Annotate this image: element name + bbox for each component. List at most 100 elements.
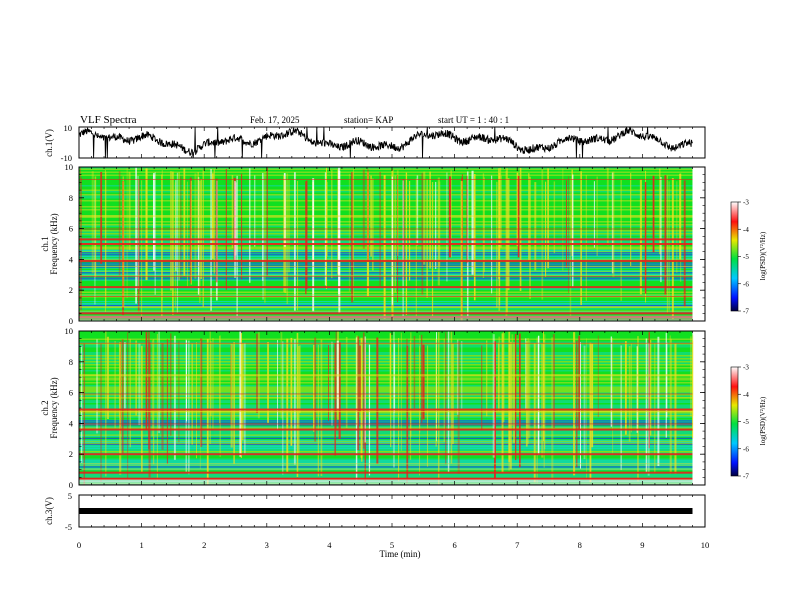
noise-stroke: [337, 167, 341, 295]
noise-stroke: [293, 339, 296, 465]
noise-stroke: [153, 173, 155, 261]
noise-stroke: [578, 335, 581, 430]
ch1-waveform-frame: [78, 126, 706, 159]
noise-stroke: [460, 181, 463, 321]
blue-band: [79, 447, 693, 449]
ch3-ytick-top: 5: [68, 491, 72, 501]
noise-stroke: [119, 342, 122, 475]
noise-stroke: [591, 343, 594, 448]
texture-row: [79, 234, 693, 236]
texture-row: [79, 171, 693, 173]
noise-stroke: [357, 336, 360, 451]
colorbar-tick-label: -5: [743, 253, 749, 261]
noise-stroke: [552, 334, 555, 428]
x-tick-label: 2: [202, 540, 206, 550]
y-tick-label: 0: [69, 480, 73, 490]
blue-band: [79, 304, 693, 307]
noise-stroke: [161, 170, 163, 301]
texture-row: [79, 427, 693, 429]
y-tick-label: 8: [69, 357, 73, 367]
noise-stroke: [466, 175, 468, 264]
noise-stroke: [593, 181, 595, 248]
noise-stroke: [313, 344, 315, 432]
blue-band: [79, 262, 693, 264]
texture-row: [79, 246, 693, 248]
figure-title: VLF Spectra: [80, 114, 137, 126]
faint-line: [79, 294, 693, 296]
noise-stroke: [241, 173, 243, 280]
y-tick-label: 2: [69, 449, 73, 459]
noise-stroke: [668, 181, 670, 311]
texture-row: [79, 195, 693, 197]
noise-stroke: [507, 178, 510, 291]
blue-band: [79, 424, 693, 426]
noise-stroke: [376, 337, 379, 465]
noise-stroke: [415, 178, 417, 318]
texture-row: [79, 467, 693, 469]
noise-stroke: [80, 345, 83, 464]
ch3-ylabel: ch.3(V): [44, 497, 54, 525]
noise-stroke: [170, 171, 172, 291]
red-line: [79, 312, 693, 315]
colorbar-tick-label: -7: [743, 473, 749, 481]
blue-band: [79, 422, 693, 424]
noise-stroke: [231, 175, 234, 248]
noise-stroke: [402, 180, 405, 316]
noise-stroke: [96, 339, 99, 434]
ch3-ticks: [78, 495, 706, 527]
texture-row: [79, 431, 693, 433]
blue-band: [79, 445, 693, 447]
noise-stroke: [215, 178, 218, 283]
texture-row: [79, 288, 693, 290]
texture-row: [79, 364, 693, 366]
noise-stroke: [200, 338, 203, 447]
noise-stroke: [419, 335, 421, 433]
texture-row: [79, 370, 693, 372]
texture-row: [79, 404, 693, 406]
texture-row: [79, 413, 693, 415]
noise-stroke: [409, 341, 412, 460]
noise-stroke: [362, 332, 365, 449]
noise-stroke: [267, 342, 269, 423]
faint-line: [79, 393, 693, 395]
noise-stroke: [266, 167, 268, 277]
ch3-ytick-bottom: -5: [65, 522, 72, 532]
noise-stroke: [305, 181, 307, 295]
low-freq-row: [79, 482, 693, 484]
noise-stroke: [612, 171, 615, 278]
noise-stroke: [317, 344, 319, 477]
blue-band: [79, 439, 693, 441]
noise-stroke: [127, 332, 129, 479]
texture-row: [79, 251, 693, 253]
texture-row: [79, 356, 693, 358]
texture-row: [79, 267, 693, 269]
noise-stroke: [665, 332, 667, 438]
noise-stroke: [194, 173, 197, 279]
red-line: [79, 471, 693, 474]
noise-stroke: [353, 169, 355, 301]
x-tick-label: 6: [452, 540, 456, 550]
blue-band: [79, 266, 693, 268]
texture-row: [79, 197, 693, 199]
blue-band: [79, 264, 693, 266]
x-tick-label: 10: [701, 540, 710, 550]
noise-stroke: [293, 172, 296, 311]
ch2-spectrogram-panel: 0 2 4 6 8 10 ch.2 Frequency (kHz): [40, 326, 706, 490]
noise-stroke: [657, 336, 660, 467]
faint-line: [79, 374, 693, 376]
noise-stroke: [199, 340, 201, 469]
texture-row: [79, 279, 693, 281]
texture-row: [79, 248, 693, 250]
texture-row: [79, 355, 693, 357]
texture-row: [79, 433, 693, 435]
noise-stroke: [481, 345, 483, 431]
texture-row: [79, 240, 693, 242]
noise-stroke: [544, 334, 546, 450]
noise-stroke: [533, 343, 536, 483]
texture-row: [79, 401, 693, 403]
noise-stroke: [151, 340, 153, 437]
noise-stroke: [486, 340, 488, 417]
ch3-panel: 5 -5 ch.3(V): [44, 491, 706, 532]
blue-band: [79, 435, 693, 437]
low-freq-row: [79, 481, 693, 483]
